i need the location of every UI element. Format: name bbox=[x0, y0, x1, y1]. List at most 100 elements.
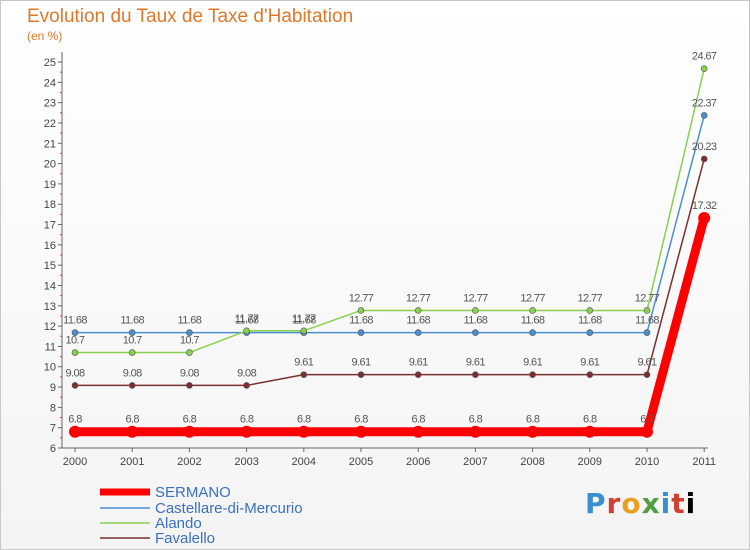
data-label: 9.08 bbox=[65, 367, 84, 379]
data-point bbox=[529, 307, 536, 314]
x-tick-label: 2000 bbox=[63, 456, 87, 468]
data-point bbox=[586, 329, 594, 336]
data-label: 9.08 bbox=[123, 367, 142, 379]
data-label: 12.77 bbox=[349, 292, 374, 304]
data-label: 9.08 bbox=[180, 367, 199, 379]
data-label: 11.68 bbox=[521, 315, 545, 327]
data-point bbox=[357, 307, 365, 314]
data-label: 11.68 bbox=[406, 315, 430, 327]
x-tick-label: 2002 bbox=[177, 456, 201, 468]
data-point bbox=[183, 425, 196, 438]
data-label: 24.67 bbox=[692, 51, 717, 63]
data-label: 12.77 bbox=[463, 292, 488, 304]
legend-label: Alando bbox=[155, 515, 202, 532]
data-label: 11.68 bbox=[464, 315, 488, 327]
data-label: 11.68 bbox=[292, 315, 316, 327]
data-label: 11.68 bbox=[635, 315, 659, 327]
data-label: 6.8 bbox=[583, 414, 597, 426]
data-label: 17.32 bbox=[692, 200, 717, 212]
y-tick-label: 18 bbox=[44, 199, 56, 211]
data-label: 9.61 bbox=[351, 357, 370, 369]
y-tick-label: 11 bbox=[45, 341, 56, 353]
data-label: 6.8 bbox=[183, 414, 197, 426]
data-point bbox=[643, 371, 651, 378]
y-tick-label: 20 bbox=[44, 159, 56, 171]
data-point bbox=[700, 155, 708, 163]
data-point bbox=[357, 329, 365, 336]
data-label: 6.8 bbox=[411, 414, 425, 426]
data-point bbox=[186, 349, 193, 356]
data-label: 6.8 bbox=[125, 414, 139, 426]
data-point bbox=[71, 382, 79, 389]
data-point bbox=[357, 371, 365, 378]
y-tick-label: 21 bbox=[44, 138, 56, 150]
y-tick-label: 25 bbox=[44, 57, 56, 69]
data-point bbox=[414, 329, 422, 336]
data-point bbox=[412, 425, 425, 438]
data-label: 6.8 bbox=[469, 414, 483, 426]
data-point bbox=[529, 329, 536, 336]
data-label: 9.61 bbox=[637, 357, 656, 369]
data-point bbox=[529, 371, 536, 378]
data-label: 6.8 bbox=[640, 414, 654, 426]
data-point bbox=[355, 425, 367, 438]
x-tick-label: 2005 bbox=[349, 456, 373, 468]
y-tick-label: 12 bbox=[44, 321, 56, 333]
data-label: 6.8 bbox=[297, 414, 311, 426]
data-point bbox=[69, 425, 81, 438]
data-label: 9.61 bbox=[466, 357, 485, 369]
data-label: 11.77 bbox=[235, 313, 259, 325]
y-tick-label: 8 bbox=[50, 402, 56, 414]
data-label: 9.08 bbox=[237, 367, 256, 379]
data-point bbox=[186, 382, 193, 389]
x-tick-label: 2004 bbox=[292, 456, 316, 468]
y-tick-label: 15 bbox=[44, 260, 56, 272]
data-point bbox=[240, 425, 253, 438]
legend-label: Favalello bbox=[155, 530, 215, 547]
series-line-alando bbox=[75, 68, 705, 354]
data-point bbox=[126, 425, 139, 438]
chart-subtitle: (en %) bbox=[27, 29, 63, 43]
x-tick-label: 2003 bbox=[234, 456, 258, 468]
y-tick-label: 16 bbox=[44, 240, 56, 252]
data-point bbox=[128, 382, 136, 389]
data-label: 10.7 bbox=[180, 335, 199, 347]
x-tick-label: 2010 bbox=[635, 456, 659, 468]
y-tick-label: 13 bbox=[44, 301, 56, 313]
data-point bbox=[643, 307, 651, 314]
series-line-sermano bbox=[75, 216, 709, 437]
data-label: 22.37 bbox=[692, 97, 717, 109]
y-tick-label: 22 bbox=[44, 118, 56, 130]
data-label: 9.61 bbox=[580, 357, 599, 369]
data-point bbox=[472, 307, 479, 314]
data-point bbox=[414, 371, 422, 378]
y-tick-label: 10 bbox=[44, 362, 56, 374]
x-tick-label: 2006 bbox=[406, 456, 430, 468]
data-point bbox=[128, 349, 136, 356]
x-tick-label: 2011 bbox=[692, 456, 716, 468]
data-label: 20.23 bbox=[692, 141, 717, 153]
data-label: 11.68 bbox=[120, 315, 144, 327]
data-point bbox=[243, 382, 250, 389]
data-point bbox=[583, 425, 596, 438]
data-label: 9.61 bbox=[409, 357, 428, 369]
data-point bbox=[698, 212, 711, 225]
data-label: 6.8 bbox=[68, 414, 82, 426]
data-point bbox=[186, 329, 193, 336]
data-point bbox=[472, 371, 479, 378]
data-point bbox=[643, 329, 651, 336]
y-tick-label: 19 bbox=[44, 179, 56, 191]
legend-label: Castellare-di-Mercurio bbox=[155, 500, 303, 517]
data-point bbox=[414, 307, 422, 314]
y-tick-label: 17 bbox=[44, 220, 56, 232]
x-tick-label: 2008 bbox=[520, 456, 544, 468]
y-tick-label: 23 bbox=[44, 98, 56, 110]
data-point bbox=[243, 327, 250, 335]
data-label: 10.7 bbox=[123, 335, 142, 347]
series-line-castellare-di-mercurio bbox=[75, 115, 705, 334]
data-point bbox=[128, 329, 136, 336]
data-point bbox=[469, 425, 482, 438]
y-tick-label: 24 bbox=[44, 77, 56, 89]
